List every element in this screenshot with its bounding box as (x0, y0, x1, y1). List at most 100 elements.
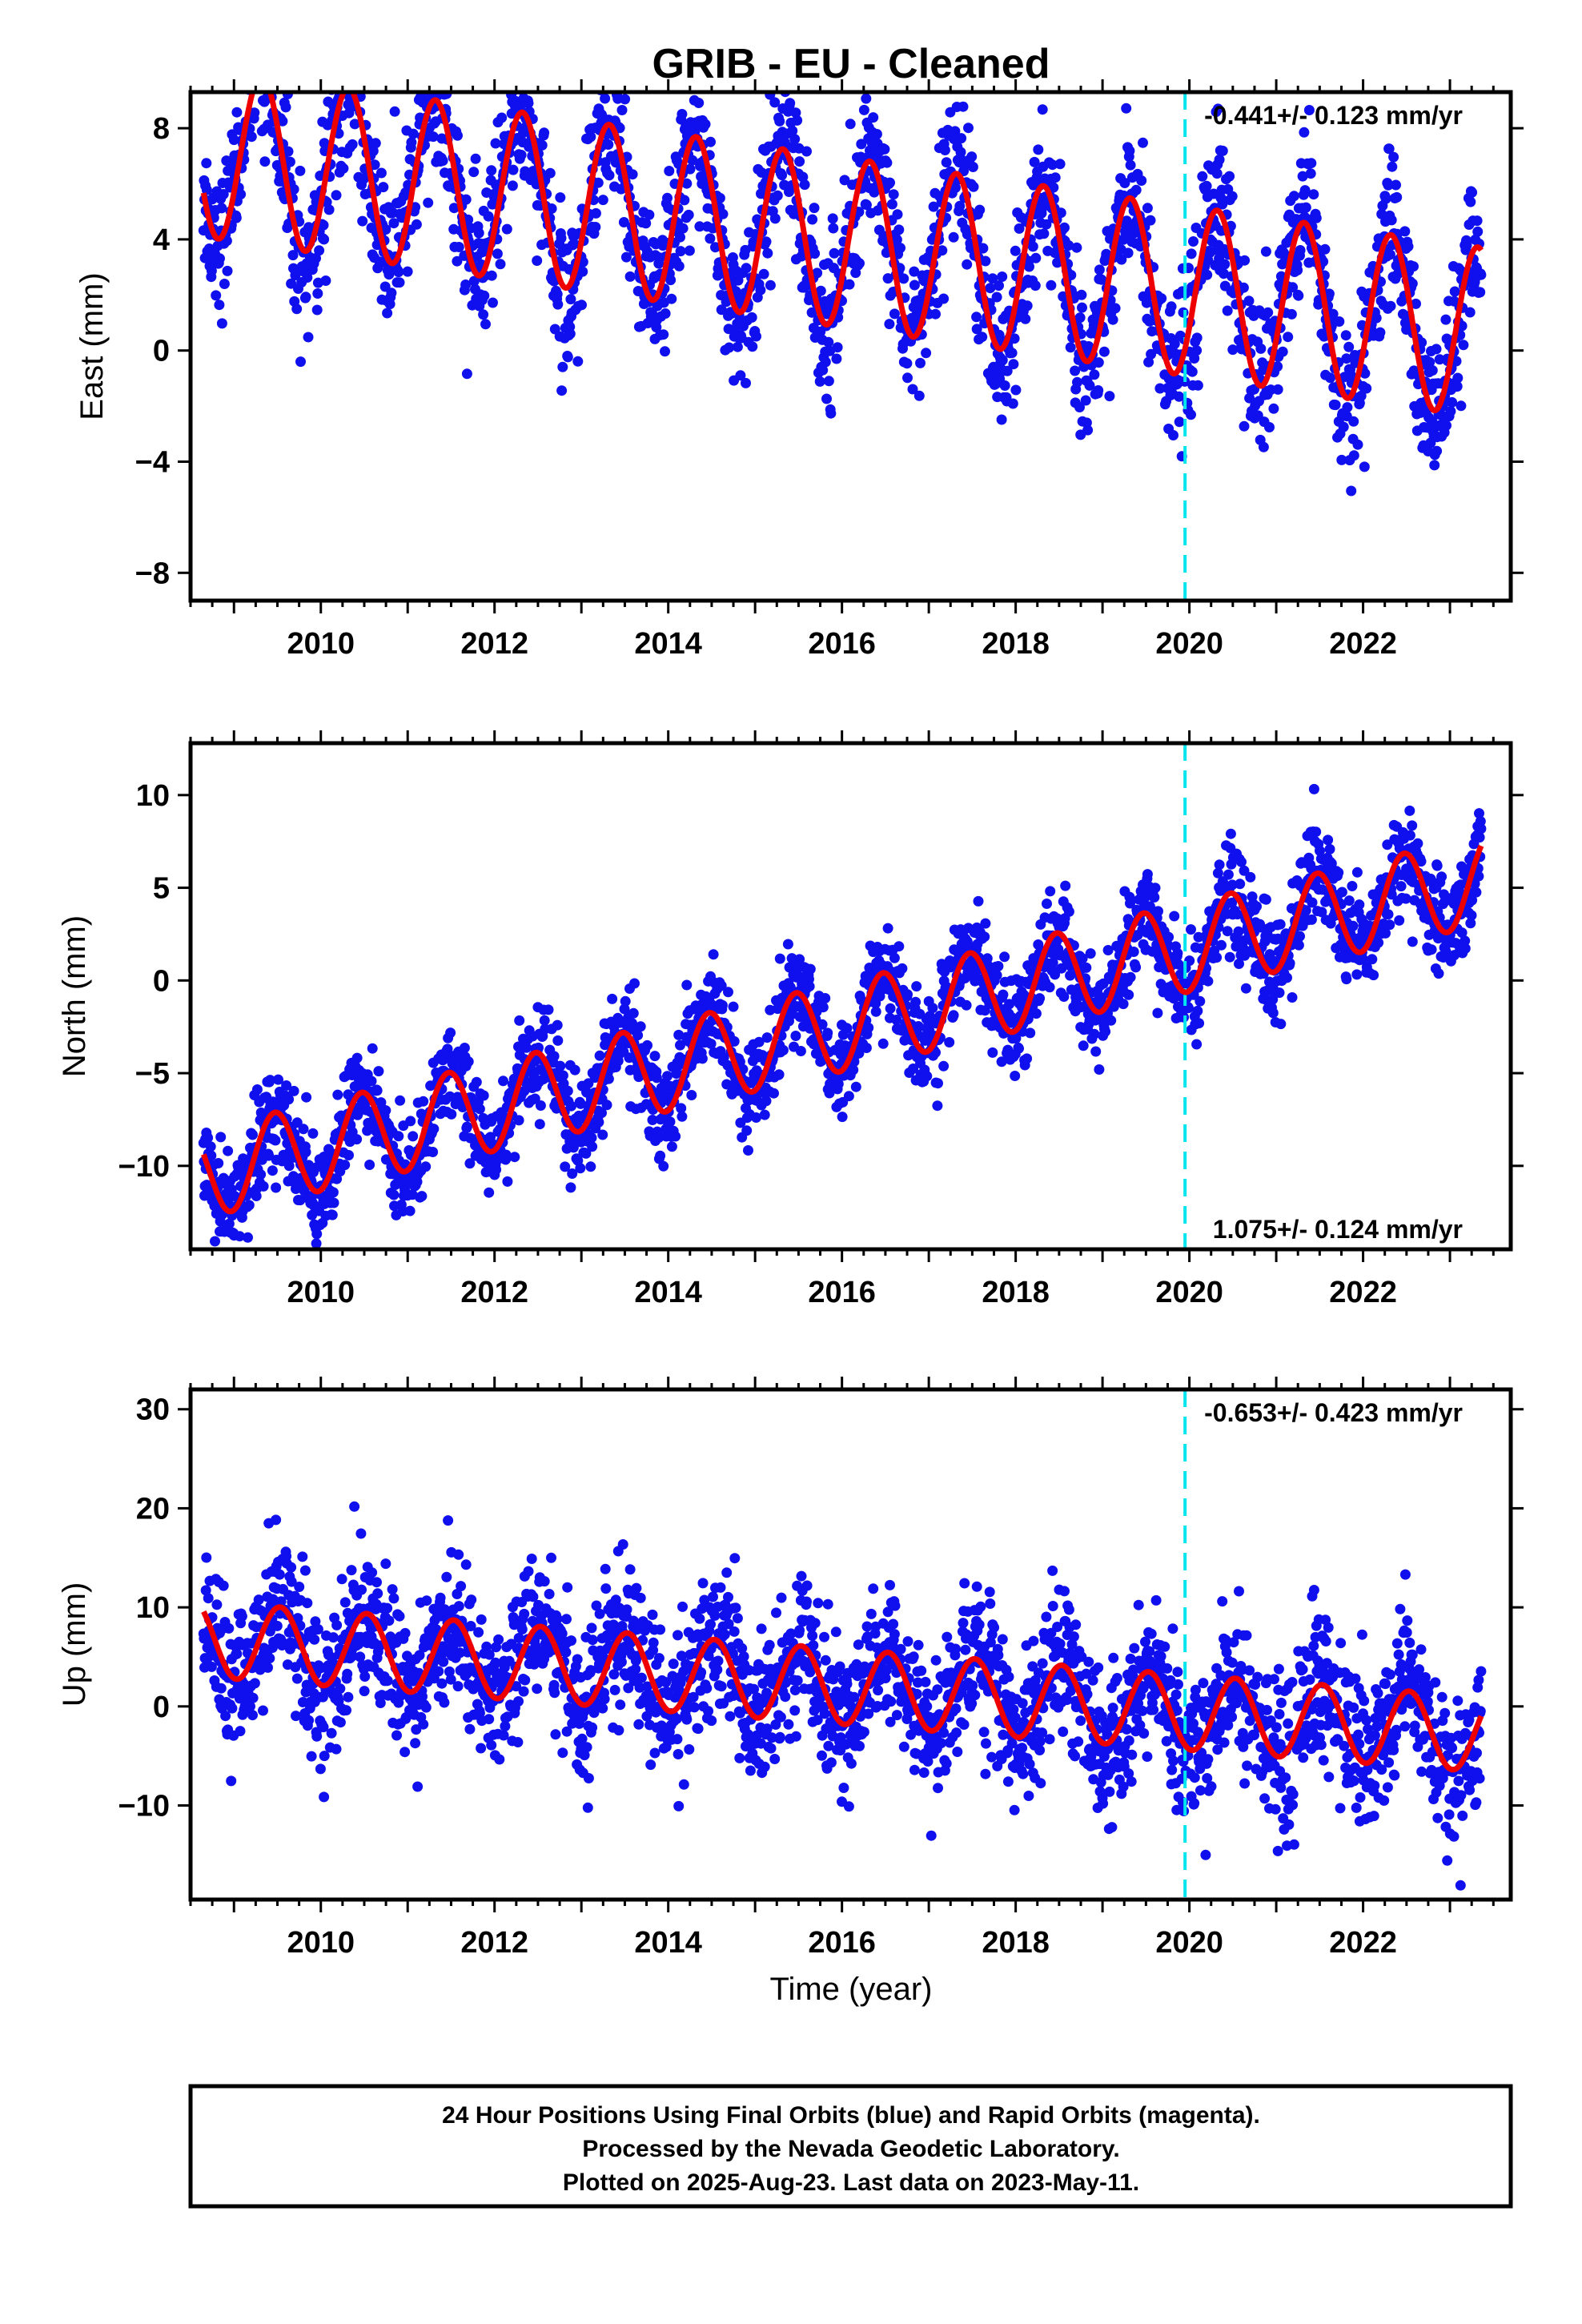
data-point (249, 107, 260, 119)
data-point (1359, 461, 1370, 472)
data-point (408, 128, 419, 139)
data-point (288, 1085, 299, 1096)
data-point (371, 1085, 383, 1096)
data-point (514, 1015, 525, 1026)
data-point (576, 300, 587, 311)
data-point (888, 189, 899, 200)
data-point (1146, 348, 1157, 360)
data-point (311, 1238, 322, 1249)
data-point (1336, 887, 1347, 898)
data-point (1375, 327, 1386, 338)
data-point (649, 1051, 661, 1062)
data-point (1427, 365, 1438, 376)
data-point (1010, 245, 1021, 256)
data-point (1189, 353, 1200, 364)
data-point (332, 1089, 343, 1100)
data-point (1094, 264, 1105, 275)
data-point (366, 1076, 377, 1087)
data-point (782, 939, 793, 950)
data-point (1014, 1043, 1024, 1054)
data-point (762, 247, 773, 259)
data-point (832, 342, 843, 353)
data-point (1070, 365, 1081, 376)
data-point (619, 1003, 630, 1015)
data-point (1130, 184, 1142, 195)
data-point (1456, 400, 1467, 412)
data-point (809, 248, 821, 259)
data-point (1074, 312, 1086, 324)
data-point (1447, 396, 1458, 408)
data-point (1006, 348, 1018, 359)
data-point (369, 159, 380, 171)
data-point (1223, 869, 1234, 880)
data-point (1093, 357, 1104, 368)
data-point (251, 1191, 262, 1201)
data-point (858, 104, 869, 115)
data-point (603, 139, 614, 150)
data-point (486, 165, 497, 176)
data-point (932, 1100, 943, 1112)
data-point (861, 1043, 872, 1053)
data-point (987, 1047, 998, 1058)
data-point (718, 1052, 729, 1063)
data-point (1461, 239, 1472, 251)
data-point (1404, 805, 1415, 816)
data-point (1174, 416, 1185, 428)
data-point (1351, 969, 1363, 980)
data-point (1235, 879, 1246, 890)
data-point (1202, 269, 1213, 280)
data-point (714, 192, 725, 203)
data-point (805, 963, 816, 975)
data-point (635, 1021, 646, 1032)
data-point (463, 1056, 474, 1068)
data-point (1098, 346, 1110, 357)
data-point (1336, 454, 1347, 465)
data-point (1033, 144, 1044, 155)
data-point (697, 1053, 708, 1064)
data-point (1306, 158, 1317, 169)
data-point (339, 1160, 351, 1171)
x-tick-label: 2012 (460, 627, 528, 661)
data-point (968, 181, 979, 192)
data-point (1274, 987, 1285, 999)
data-point (950, 182, 961, 193)
data-point (980, 255, 991, 267)
data-point (683, 209, 694, 220)
data-point (769, 1088, 779, 1099)
data-point (868, 112, 879, 123)
data-point (301, 1092, 312, 1103)
data-point (795, 1046, 806, 1056)
data-point (1002, 365, 1013, 376)
data-point (804, 981, 815, 992)
data-point (958, 101, 969, 112)
y-tick-label: −8 (135, 557, 170, 590)
data-point (831, 353, 842, 364)
data-point (1080, 395, 1091, 406)
data-point (758, 268, 769, 279)
data-point (792, 115, 803, 126)
data-point (215, 253, 225, 264)
data-point (759, 1109, 770, 1120)
data-point (303, 332, 314, 343)
data-point (837, 1112, 848, 1123)
y-tick-label: 0 (153, 335, 170, 368)
data-point (1212, 103, 1223, 115)
data-point (411, 219, 422, 230)
data-point (277, 115, 288, 127)
data-point (1224, 951, 1235, 963)
data-point (1090, 1046, 1102, 1057)
data-point (386, 287, 397, 299)
data-point (1178, 307, 1189, 318)
data-point (1186, 924, 1196, 935)
data-point (488, 297, 498, 308)
data-point (1058, 291, 1069, 302)
data-point (1347, 920, 1359, 931)
data-point (402, 266, 413, 277)
data-point (1219, 268, 1229, 279)
data-point (1010, 1071, 1021, 1081)
data-point (1138, 137, 1148, 148)
data-point (264, 1075, 275, 1086)
data-point (552, 299, 564, 310)
data-point (1063, 906, 1074, 917)
data-point (1197, 171, 1208, 182)
